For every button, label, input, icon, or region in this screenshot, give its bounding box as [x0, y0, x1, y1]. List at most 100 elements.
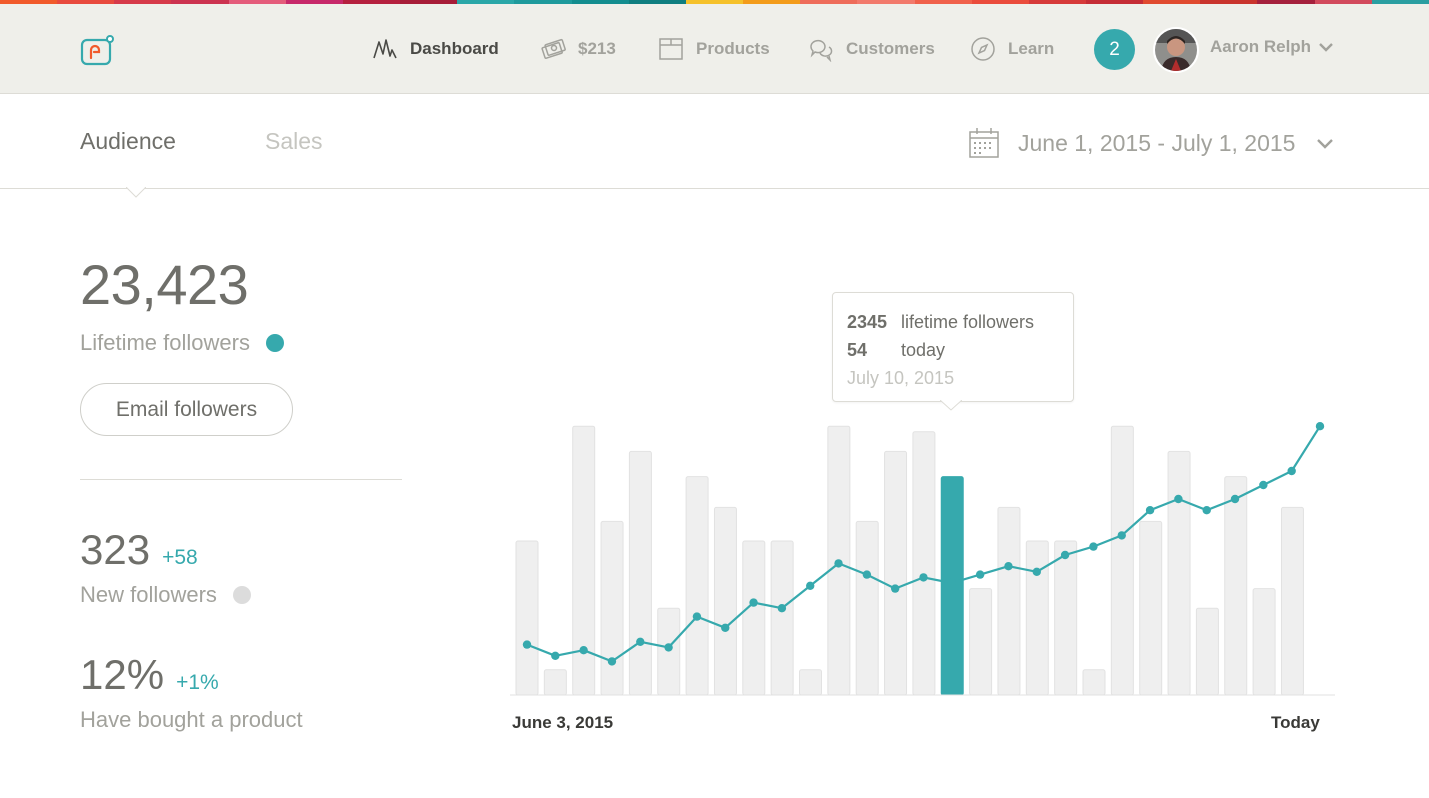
chart-bar[interactable] — [1195, 607, 1219, 696]
trend-point[interactable] — [664, 643, 673, 652]
trend-point[interactable] — [607, 657, 617, 666]
lifetime-followers-count: 23,423 — [80, 253, 249, 316]
trend-point[interactable] — [721, 623, 730, 632]
nav-item-customers[interactable]: Customers — [808, 36, 935, 62]
nav-item-dashboard[interactable]: Dashboard — [372, 36, 499, 62]
trend-point[interactable] — [1089, 542, 1098, 551]
trend-point[interactable] — [975, 570, 985, 579]
trend-point[interactable] — [1117, 531, 1126, 540]
chart-bar[interactable] — [799, 669, 822, 696]
strip-segment — [628, 0, 686, 4]
chart-bar[interactable] — [685, 476, 709, 696]
avatar[interactable] — [1153, 27, 1199, 73]
trend-point[interactable] — [862, 570, 872, 579]
trend-point[interactable] — [1032, 567, 1041, 576]
tooltip-today-value: 54 — [847, 340, 868, 360]
tab-audience[interactable]: Audience — [80, 128, 176, 154]
nav-item-learn[interactable]: Learn — [970, 36, 1054, 62]
strip-segment — [285, 0, 343, 4]
chart-bar[interactable] — [543, 669, 567, 696]
tooltip-lifetime-label: lifetime followers — [901, 312, 1035, 332]
bought-delta: +1% — [176, 671, 219, 694]
trend-point[interactable] — [1145, 506, 1155, 515]
trend-point[interactable] — [1174, 494, 1183, 504]
email-followers-button[interactable]: Email followers — [80, 383, 293, 436]
notification-badge[interactable]: 2 — [1094, 29, 1135, 70]
strip-segment — [57, 0, 115, 4]
trend-point[interactable] — [1315, 422, 1325, 431]
chart-bar[interactable] — [572, 425, 596, 696]
chart-bar[interactable] — [1139, 520, 1163, 696]
pulse-icon — [373, 39, 397, 59]
trend-point[interactable] — [806, 581, 815, 590]
trend-point[interactable] — [636, 637, 645, 646]
strip-segment — [971, 0, 1029, 4]
strip-segment — [743, 0, 801, 4]
nav-item-products[interactable]: Products — [658, 36, 770, 62]
tooltip-lifetime-row: 2345 lifetime followers — [847, 312, 1034, 333]
chart-bar[interactable] — [1025, 540, 1049, 696]
chart-bar[interactable] — [1110, 425, 1134, 696]
strip-segment — [800, 0, 858, 4]
new-followers-stat: 323 +58 — [80, 526, 198, 574]
chart-bar[interactable] — [657, 607, 681, 696]
chart-bar[interactable] — [884, 450, 908, 696]
chart-bar[interactable] — [1224, 476, 1248, 696]
strip-segment — [342, 0, 401, 4]
strip-segment — [1143, 0, 1201, 4]
trend-point[interactable] — [1004, 562, 1013, 571]
chart-bar[interactable] — [713, 506, 737, 696]
calendar-icon — [969, 128, 999, 158]
trend-point[interactable] — [1259, 480, 1268, 490]
chart-bar[interactable] — [770, 540, 794, 696]
strip-segment — [1085, 0, 1144, 4]
tooltip-today-label: today — [901, 340, 946, 360]
chart-bar[interactable] — [600, 520, 624, 696]
date-range-text: June 1, 2015 - July 1, 2015 — [1018, 129, 1296, 156]
trend-point[interactable] — [551, 651, 560, 660]
trend-point[interactable] — [919, 573, 928, 582]
chart-bar[interactable] — [1280, 506, 1304, 696]
chart-bar[interactable] — [742, 540, 766, 696]
chart-bar[interactable] — [515, 540, 539, 696]
nav-label: Learn — [1008, 39, 1055, 58]
trend-point[interactable] — [692, 612, 702, 621]
new-followers-count: 323 — [80, 526, 151, 573]
trend-point[interactable] — [749, 598, 758, 607]
strip-segment — [457, 0, 515, 4]
trend-point[interactable] — [1287, 466, 1296, 476]
date-range-picker[interactable]: June 1, 2015 - July 1, 2015 — [968, 127, 1334, 159]
chart-bar[interactable] — [855, 520, 879, 696]
nav-label: Customers — [846, 39, 935, 58]
strip-segment — [0, 0, 58, 4]
legend-dot-teal — [265, 334, 284, 352]
trend-point[interactable] — [834, 559, 843, 568]
trend-point[interactable] — [1202, 506, 1211, 515]
top-nav: Dashboard $213 Products Customers Learn … — [0, 4, 1429, 94]
chevron-down-icon — [1319, 43, 1333, 52]
tab-sales[interactable]: Sales — [265, 128, 323, 154]
trend-point[interactable] — [1060, 550, 1070, 560]
trend-point[interactable] — [947, 578, 957, 588]
trend-point[interactable] — [522, 640, 532, 649]
chart-bar[interactable] — [1082, 669, 1106, 696]
trend-point[interactable] — [890, 584, 900, 593]
strip-segment — [114, 0, 172, 4]
chevron-down-icon — [1317, 138, 1334, 149]
chart-bar[interactable] — [997, 506, 1021, 696]
strip-segment — [1028, 0, 1086, 4]
trend-point[interactable] — [777, 604, 787, 613]
nav-item-money[interactable]: $213 — [540, 36, 616, 62]
user-name: Aaron Relph — [1210, 37, 1312, 56]
chart-bar[interactable] — [912, 431, 936, 696]
trend-point[interactable] — [579, 646, 588, 655]
chart-bar[interactable] — [1054, 540, 1078, 696]
chart-bar[interactable] — [969, 588, 993, 696]
chart-bar[interactable] — [1252, 588, 1276, 696]
user-menu[interactable]: Aaron Relph — [1210, 37, 1333, 57]
chart-bar[interactable] — [1167, 450, 1191, 696]
active-tab-indicator — [126, 187, 146, 198]
logo-icon[interactable] — [80, 34, 114, 68]
trend-point[interactable] — [1230, 494, 1240, 504]
chart-bar[interactable] — [628, 450, 652, 696]
